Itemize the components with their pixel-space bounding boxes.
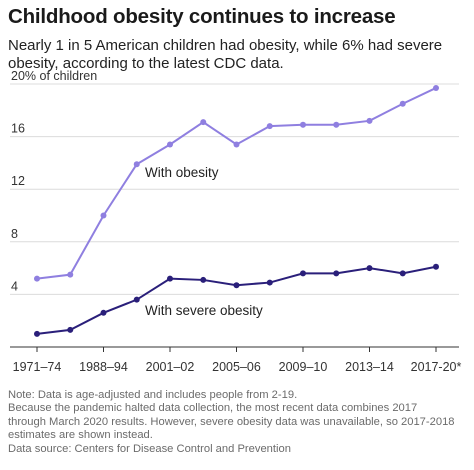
x-tick-label: 2013–14 <box>345 360 394 374</box>
note-line-3: through March 2020 results. However, sev… <box>8 415 455 428</box>
data-source: Data source: Centers for Disease Control… <box>8 442 291 455</box>
y-tick-label: 4 <box>11 279 18 293</box>
data-point <box>100 309 107 316</box>
note-line-2: Because the pandemic halted data collect… <box>8 402 418 415</box>
data-point <box>133 296 140 303</box>
data-point <box>333 270 340 277</box>
data-point <box>67 271 74 278</box>
data-point <box>34 275 40 282</box>
x-tick-label: 2017-20* <box>411 360 462 374</box>
data-point <box>300 121 306 128</box>
y-tick-label: 12 <box>11 174 25 188</box>
axes: 20% of children 16 12 8 4 1971–74 1988–94 2001–… <box>10 69 461 374</box>
data-point <box>200 119 207 126</box>
note-line-1: Note: Data is age-adjusted and includes … <box>8 389 298 401</box>
data-point <box>366 117 373 124</box>
data-point <box>333 121 340 128</box>
chart-notes: Note: Data is age-adjusted and includes … <box>8 389 470 456</box>
chart-title: Childhood obesity continues to increase <box>8 5 396 28</box>
gridlines <box>10 83 459 295</box>
series-labels: With obesity With severe obesity <box>145 165 263 318</box>
data-point <box>433 84 439 91</box>
series-line-severe-obesity <box>36 265 437 335</box>
data-point <box>167 275 173 282</box>
data-point <box>100 212 107 219</box>
data-point <box>34 330 40 337</box>
chart-subtitle: Nearly 1 in 5 American children had obes… <box>8 37 443 72</box>
data-point <box>433 263 439 270</box>
series-line-obesity <box>36 87 437 280</box>
x-tick-label: 2001–02 <box>146 360 195 374</box>
data-point <box>366 265 373 272</box>
series-label: With severe obesity <box>145 303 263 318</box>
data-point <box>399 270 406 277</box>
data-point <box>167 141 173 148</box>
data-point <box>233 141 240 148</box>
x-tick-label: 2009–10 <box>279 360 328 374</box>
data-point <box>233 282 240 289</box>
data-point <box>200 276 207 283</box>
series-lines <box>34 84 439 337</box>
x-tick-label: 1971–74 <box>13 360 62 374</box>
data-point <box>266 123 273 130</box>
line-chart: 20% of children 16 12 8 4 1971–74 1988–94 2001–… <box>10 69 461 374</box>
x-tick-label: 2005–06 <box>212 360 261 374</box>
y-tick-label: 20% of children <box>11 69 97 83</box>
y-tick-label: 16 <box>11 122 25 136</box>
data-point <box>133 161 140 168</box>
series-label: With obesity <box>145 165 219 180</box>
note-line-4: estimates are shown instead. <box>8 429 153 442</box>
data-point <box>266 279 273 286</box>
data-point <box>300 270 306 277</box>
data-point <box>399 100 406 107</box>
y-tick-label: 8 <box>11 227 18 241</box>
x-tick-label: 1988–94 <box>79 360 128 374</box>
data-point <box>67 326 74 333</box>
